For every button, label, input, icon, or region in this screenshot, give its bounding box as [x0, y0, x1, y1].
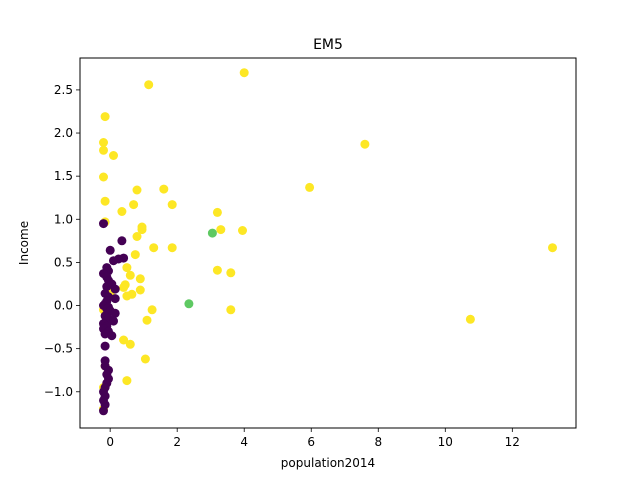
scatter-point-purple	[99, 219, 108, 229]
scatter-point-yellow	[99, 138, 108, 147]
scatter-point-yellow	[238, 226, 247, 235]
scatter-point-yellow	[132, 232, 142, 241]
scatter-point-purple	[110, 284, 120, 294]
scatter-point-yellow	[142, 315, 152, 325]
scatter-point-yellow	[144, 80, 154, 90]
scatter-point-yellow	[360, 139, 370, 149]
scatter-point-yellow	[130, 250, 140, 260]
scatter-point-yellow	[99, 145, 108, 155]
scatter-point-purple	[110, 308, 120, 318]
scatter-point-purple	[100, 341, 110, 351]
x-tick-label: 2	[173, 435, 181, 449]
x-axis-label: population2014	[281, 456, 375, 470]
y-axis-ticks: −1.0 −0.5 0.0 0.5 1.0 1.5 2.0 2.5	[44, 83, 80, 399]
y-tick-label: −0.5	[44, 342, 73, 356]
scatter-point-yellow	[119, 335, 129, 345]
scatter-point-purple	[99, 406, 108, 416]
scatter-point-yellow	[140, 354, 150, 364]
scatter-point-green	[207, 228, 217, 238]
scatter-point-purple	[110, 294, 120, 304]
scatter-point-yellow	[548, 243, 557, 253]
scatter-point-yellow	[149, 243, 159, 253]
scatter-point-yellow	[135, 274, 145, 284]
y-tick-label: 1.0	[54, 212, 73, 226]
scatter-point-yellow	[465, 314, 475, 324]
scatter-point-yellow	[122, 376, 132, 386]
scatter-point-yellow	[159, 184, 169, 194]
x-tick-label: 0	[106, 435, 114, 449]
scatter-point-yellow	[125, 339, 135, 349]
scatter-point-purple	[109, 256, 118, 266]
scatter-point-yellow	[109, 151, 118, 160]
scatter-point-yellow	[125, 270, 135, 280]
y-tick-label: −1.0	[44, 385, 73, 399]
scatter-point-yellow	[122, 263, 132, 273]
scatter-point-yellow	[167, 200, 177, 210]
y-tick-label: 0.0	[54, 299, 73, 313]
y-tick-label: 2.5	[54, 83, 73, 97]
scatter-point-yellow	[239, 68, 249, 78]
scatter-point-yellow	[122, 291, 132, 301]
scatter-point-yellow	[99, 172, 108, 182]
scatter-point-yellow	[100, 112, 110, 122]
scatter-point-purple	[107, 331, 117, 341]
scatter-point-yellow	[216, 225, 226, 235]
plot-frame	[79, 57, 577, 429]
scatter-point-yellow	[212, 265, 222, 275]
scatter-point-yellow	[212, 207, 222, 217]
x-tick-label: 12	[505, 435, 520, 449]
scatter-point-yellow	[100, 196, 110, 206]
scatter-point-yellow	[132, 185, 142, 195]
scatter-point-yellow	[117, 207, 127, 216]
scatter-point-yellow	[135, 285, 145, 295]
y-tick-label: 0.5	[54, 255, 73, 269]
y-tick-label: 2.0	[54, 126, 73, 140]
scatter-point-yellow	[129, 200, 139, 210]
scatter-point-yellow	[226, 305, 236, 315]
scatter-point-purple	[117, 236, 127, 246]
scatter-point-yellow	[167, 243, 177, 253]
points-layer	[99, 68, 557, 416]
y-axis-label: Income	[17, 221, 31, 265]
x-tick-label: 6	[307, 435, 315, 449]
scatter-point-green	[184, 299, 194, 309]
x-tick-label: 4	[240, 435, 248, 449]
scatter-point-purple	[102, 282, 112, 292]
scatter-point-yellow	[226, 268, 236, 278]
scatter-point-purple	[109, 316, 118, 326]
x-tick-label: 8	[374, 435, 382, 449]
chart-title: EM5	[313, 37, 343, 53]
scatter-point-yellow	[147, 305, 157, 315]
scatter-point-purple	[105, 245, 115, 255]
x-tick-label: 10	[438, 435, 453, 449]
scatter-point-yellow	[305, 182, 315, 192]
scatter-point-yellow	[137, 225, 147, 235]
x-axis-ticks: 0 2 4 6 8 10 12	[106, 428, 520, 449]
scatter-point-yellow	[119, 282, 129, 292]
y-tick-label: 1.5	[54, 169, 73, 183]
